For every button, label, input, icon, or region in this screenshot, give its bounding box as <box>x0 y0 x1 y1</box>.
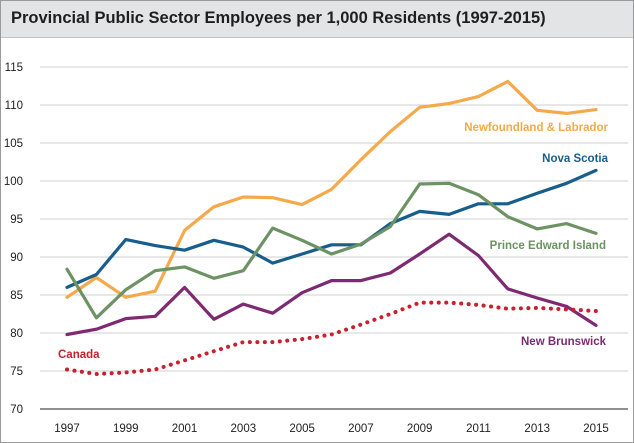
gridlines <box>40 66 628 410</box>
series-line-prince-edward-island <box>65 181 598 320</box>
series-label-canada: Canada <box>58 349 100 361</box>
x-tick-label: 2011 <box>466 423 491 435</box>
y-tick-label: 80 <box>10 328 23 340</box>
y-tick-label: 105 <box>4 138 23 150</box>
series-line-nova-scotia <box>65 168 598 289</box>
series-label-newfoundland-labrador: Newfoundland & Labrador <box>464 122 608 134</box>
series-lines <box>65 79 598 376</box>
series-label-nova-scotia: Nova Scotia <box>542 153 608 165</box>
y-tick-label: 95 <box>10 214 23 226</box>
series-label-new-brunswick: New Brunswick <box>521 336 607 348</box>
y-tick-label: 115 <box>5 62 23 74</box>
x-tick-label: 1997 <box>54 423 80 435</box>
y-tick-label: 75 <box>10 366 23 378</box>
x-tick-label: 2013 <box>524 423 550 435</box>
y-tick-label: 90 <box>10 252 23 264</box>
x-tick-label: 1999 <box>113 423 139 435</box>
series-labels: Newfoundland & Labrador Nova Scotia Prince… <box>58 122 609 361</box>
series-label-prince-edward-island: Prince Edward Island <box>490 240 606 252</box>
x-tick-label: 2007 <box>348 423 374 435</box>
series-line-new-brunswick <box>65 232 598 337</box>
x-tick-label: 2015 <box>583 423 609 435</box>
y-axis-ticks: 70 75 80 85 90 95 100 105 110 115 <box>4 62 23 416</box>
series-line-canada <box>65 300 598 376</box>
x-axis-ticks: 1997 1999 2001 2003 2005 2007 2009 2011 2013 2015 <box>54 423 609 435</box>
y-tick-label: 85 <box>10 290 23 302</box>
x-tick-label: 2001 <box>172 423 198 435</box>
y-tick-label: 110 <box>5 100 23 112</box>
chart-title: Provincial Public Sector Employees per 1… <box>11 9 546 27</box>
x-tick-label: 2003 <box>231 423 257 435</box>
x-tick-label: 2005 <box>289 423 315 435</box>
series-line-newfoundland-labrador <box>65 79 598 299</box>
x-tick-label: 2009 <box>407 423 433 435</box>
title-bar: Provincial Public Sector Employees per 1… <box>1 1 633 38</box>
y-tick-label: 100 <box>4 176 23 188</box>
y-tick-label: 70 <box>10 404 23 416</box>
